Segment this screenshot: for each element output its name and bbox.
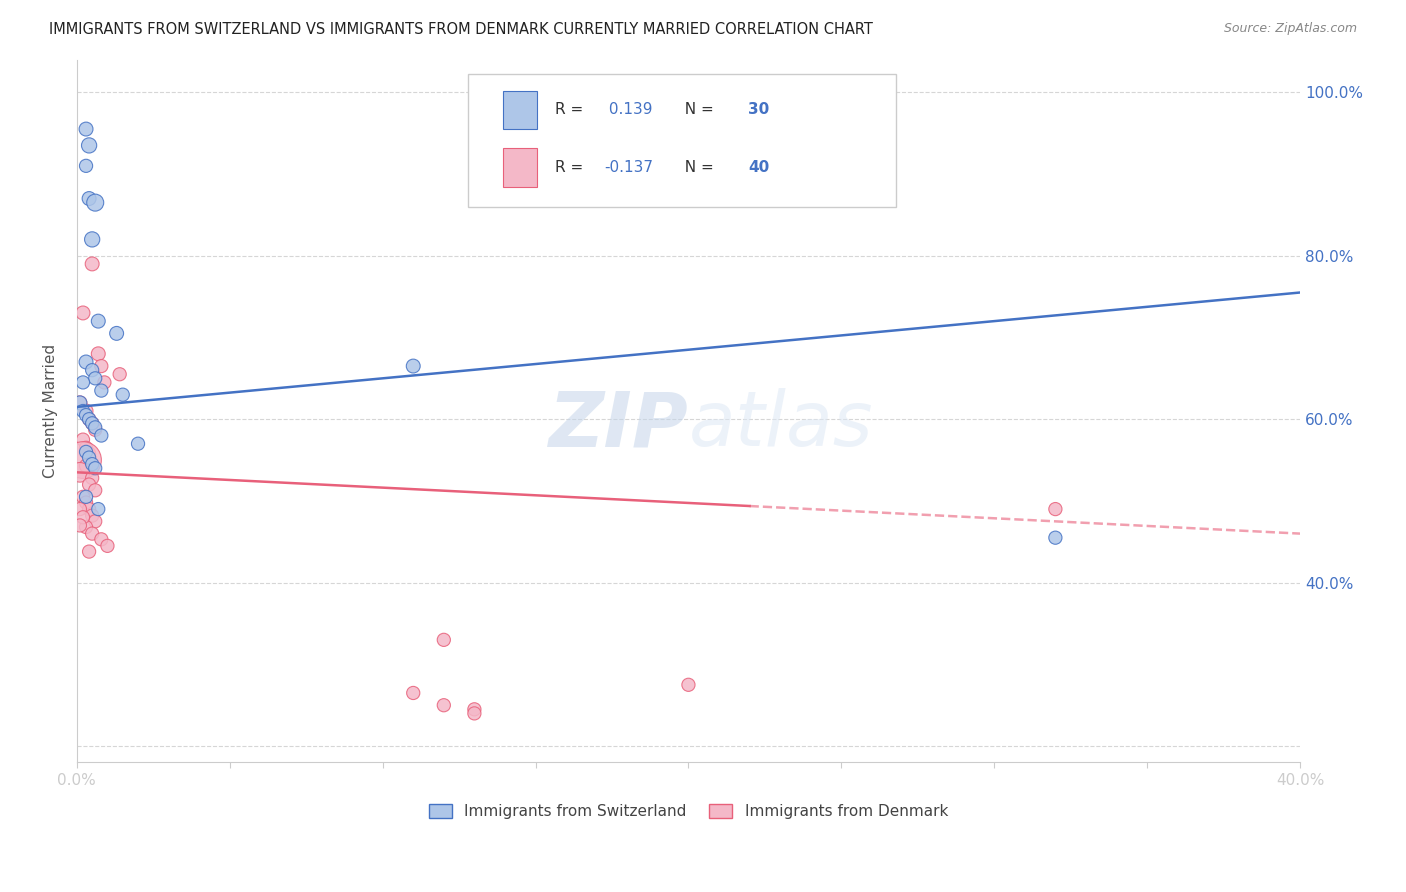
Text: N =: N = [675,103,718,117]
Point [127,436,149,450]
Point [82,363,104,377]
FancyBboxPatch shape [502,148,537,186]
Text: -0.137: -0.137 [605,160,652,175]
Point [77,502,100,516]
Point [82,232,104,246]
Point [75,445,97,459]
Point [93,376,115,390]
Legend: Immigrants from Switzerland, Immigrants from Denmark: Immigrants from Switzerland, Immigrants … [423,797,955,825]
Point [82,471,104,485]
Point [82,508,104,523]
Point [90,533,112,547]
Point [75,122,97,136]
Point [69,396,91,410]
Text: IMMIGRANTS FROM SWITZERLAND VS IMMIGRANTS FROM DENMARK CURRENTLY MARRIED CORRELA: IMMIGRANTS FROM SWITZERLAND VS IMMIGRANT… [49,22,873,37]
Point [84,423,107,437]
Point [75,495,97,509]
Point [75,441,97,455]
Point [87,347,110,361]
Point [77,138,100,153]
Text: R =: R = [555,103,588,117]
Point [433,698,456,713]
Point [84,195,107,210]
Point [82,457,104,471]
Point [72,490,94,504]
Point [82,257,104,271]
Point [87,314,110,328]
Point [69,518,91,533]
FancyBboxPatch shape [502,91,537,129]
Text: R =: R = [555,160,588,175]
Point [75,520,97,534]
Point [84,420,107,434]
Point [90,428,112,442]
Point [82,526,104,541]
Text: Source: ZipAtlas.com: Source: ZipAtlas.com [1223,22,1357,36]
Point [1045,531,1067,545]
Point [84,461,107,475]
Text: N =: N = [675,160,718,175]
Point [77,412,100,426]
Point [77,446,100,460]
Point [402,359,425,373]
Text: 0.139: 0.139 [605,103,652,117]
Point [77,412,100,426]
Y-axis label: Currently Married: Currently Married [44,344,58,478]
Point [72,376,94,390]
Point [463,706,485,721]
Text: atlas: atlas [689,388,873,462]
Point [72,404,94,418]
Point [111,387,134,401]
Point [82,417,104,431]
Text: 40: 40 [748,160,769,175]
Point [90,384,112,398]
Point [84,514,107,528]
Point [84,483,107,498]
Point [69,465,91,479]
Point [75,490,97,504]
Point [463,702,485,716]
FancyBboxPatch shape [468,74,897,207]
Point [72,453,94,467]
Point [433,632,456,647]
Point [69,502,91,516]
Point [75,458,97,473]
Point [678,678,700,692]
Point [402,686,425,700]
Point [75,355,97,369]
Point [77,450,100,465]
Point [108,368,131,382]
Text: 30: 30 [748,103,769,117]
Point [75,159,97,173]
Point [96,539,118,553]
Point [77,192,100,206]
Text: ZIP: ZIP [548,388,689,462]
Point [1045,502,1067,516]
Point [90,359,112,373]
Point [72,510,94,524]
Point [84,371,107,385]
Point [75,404,97,418]
Point [82,417,104,431]
Point [69,396,91,410]
Point [87,502,110,516]
Point [75,408,97,422]
Point [77,544,100,558]
Point [105,326,128,341]
Point [72,433,94,447]
Point [77,477,100,491]
Point [72,306,94,320]
